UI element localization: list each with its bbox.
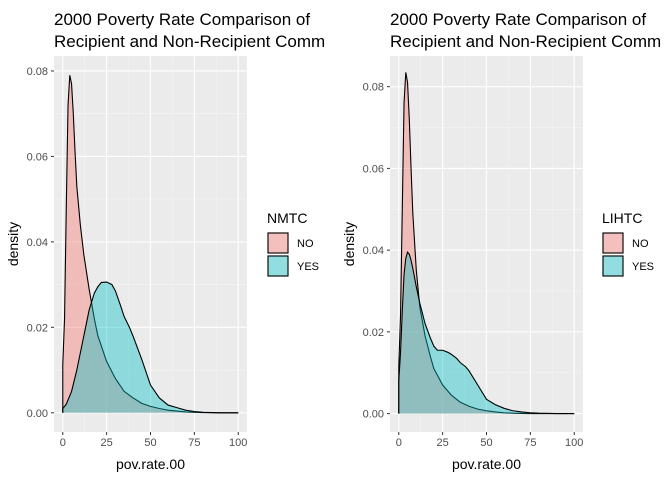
density-area-no — [62, 75, 239, 413]
y-tick-label: 0.04 — [363, 245, 384, 257]
density-area-no — [398, 72, 575, 414]
density-area-yes — [398, 252, 575, 414]
legend-label-no: NO — [297, 238, 314, 250]
x-tick-label: 0 — [60, 437, 66, 449]
chart-title-line-2: Recipient and Non-Recipient Comm — [390, 32, 661, 51]
y-tick-label: 0.08 — [27, 66, 48, 78]
x-tick-label: 50 — [144, 437, 156, 449]
density-line-no — [62, 75, 239, 414]
y-tick-label: 0.06 — [27, 151, 48, 163]
legend-key-yes — [602, 255, 624, 277]
legend-key-bg — [602, 255, 624, 277]
chart-title-line-1: 2000 Poverty Rate Comparison of — [390, 10, 646, 29]
density-area-yes — [62, 282, 239, 413]
y-tick-label: 0.02 — [27, 322, 48, 334]
x-axis-title: pov.rate.00 — [116, 456, 185, 472]
x-tick-label: 75 — [188, 437, 200, 449]
legend-label-yes: YES — [297, 261, 319, 273]
legend-label-yes: YES — [632, 261, 654, 273]
series-group — [62, 75, 239, 414]
chart-panel-1: 0 25 50 75 100 0.00 0.02 0.04 0.06 0.08 2000 Pover… — [5, 10, 325, 472]
legend-key-no — [602, 232, 624, 254]
density-line-yes — [62, 281, 239, 414]
legend-label-no: NO — [632, 238, 649, 250]
x-tick-label: 100 — [565, 437, 583, 449]
y-tick-label: 0.04 — [27, 237, 48, 249]
y-axis-title: density — [5, 222, 21, 266]
x-tick-label: 25 — [101, 437, 113, 449]
legend-key-yes — [267, 255, 289, 277]
x-axis-title: pov.rate.00 — [452, 456, 521, 472]
chart-panel-2: 0 25 50 75 100 0.00 0.02 0.04 0.06 0.08 2000 Pover… — [341, 10, 661, 472]
y-tick-label: 0.00 — [27, 408, 48, 420]
legend-title: NMTC — [267, 210, 307, 226]
y-tick-label: 0.08 — [363, 82, 384, 94]
legend-key-bg — [267, 255, 289, 277]
legend-key-no — [267, 232, 289, 254]
x-tick-label: 25 — [437, 437, 449, 449]
density-line-yes — [398, 251, 575, 415]
x-tick-label: 0 — [396, 437, 402, 449]
y-tick-label: 0.00 — [363, 409, 384, 421]
series-group — [398, 72, 575, 415]
x-tick-label: 50 — [480, 437, 492, 449]
legend-title: LIHTC — [602, 210, 642, 226]
legend: NMTC NO YES — [267, 210, 319, 277]
density-line-no — [398, 72, 575, 415]
chart-title-line-1: 2000 Poverty Rate Comparison of — [54, 10, 310, 29]
legend: LIHTC NO YES — [602, 210, 654, 277]
y-tick-label: 0.06 — [363, 163, 384, 175]
x-tick-label: 100 — [229, 437, 247, 449]
legend-key-bg — [602, 232, 624, 254]
legend-key-bg — [267, 232, 289, 254]
y-tick-label: 0.02 — [363, 327, 384, 339]
chart-title-line-2: Recipient and Non-Recipient Comm — [54, 32, 325, 51]
x-tick-label: 75 — [524, 437, 536, 449]
y-axis-title: density — [341, 222, 357, 266]
